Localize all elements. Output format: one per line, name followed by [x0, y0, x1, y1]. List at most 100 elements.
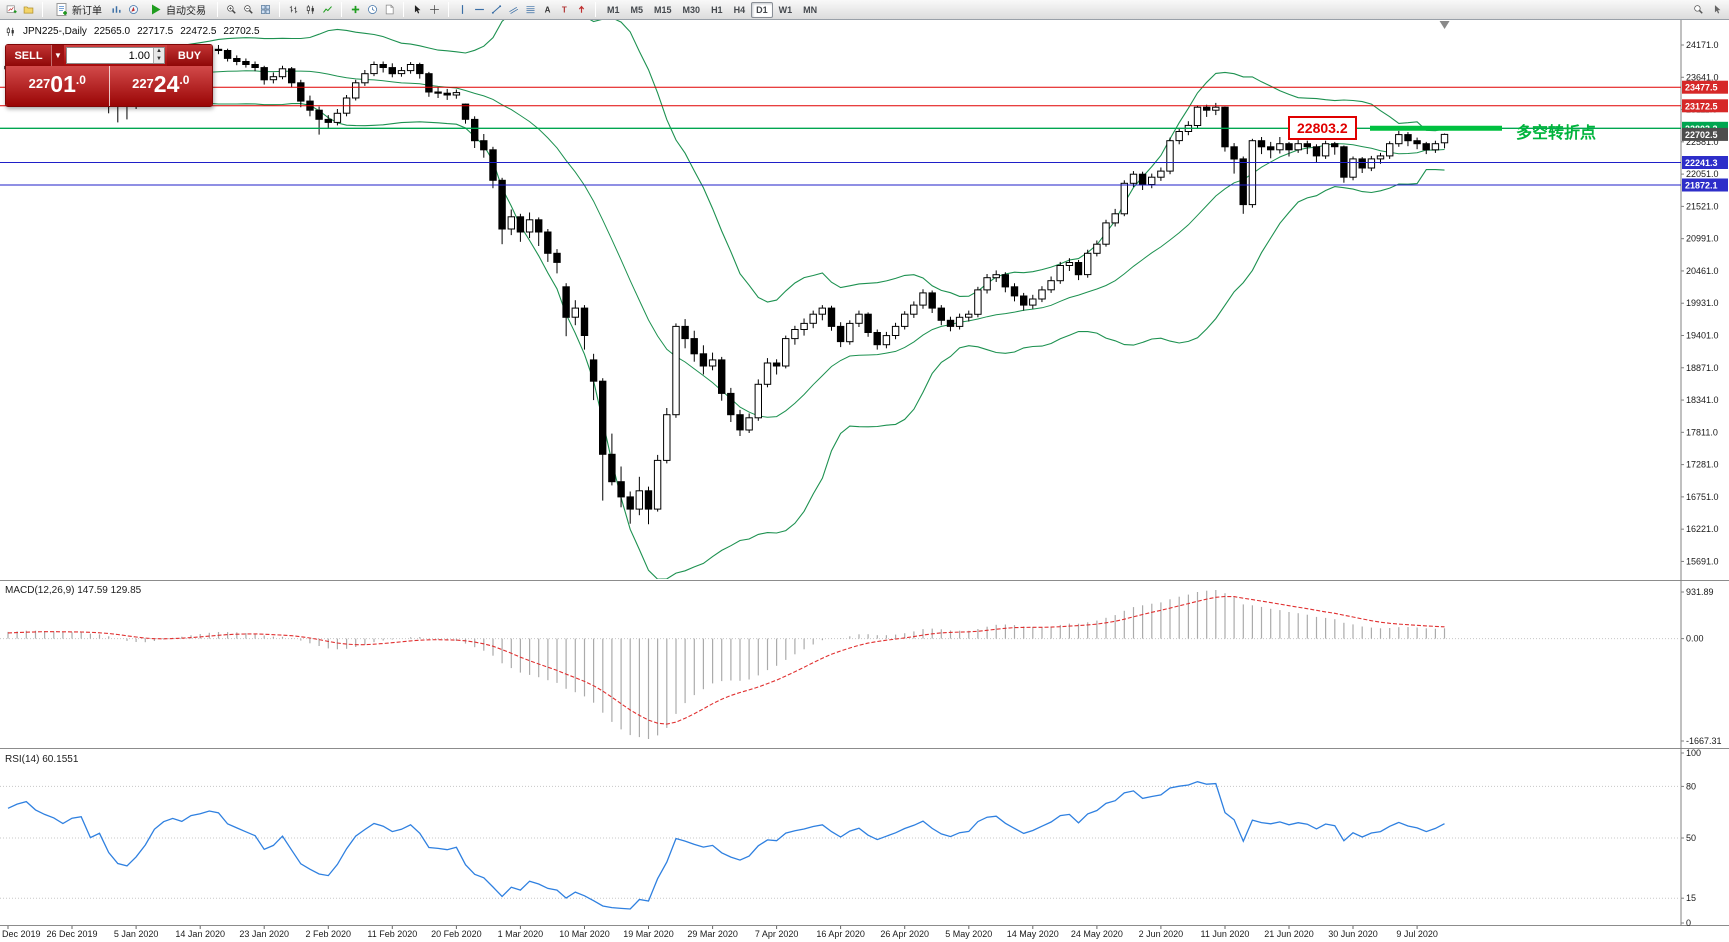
macd-axis-label: -1667.31 — [1686, 736, 1722, 746]
timeframe-MN[interactable]: MN — [803, 4, 818, 15]
candle — [1239, 158, 1247, 206]
timeframe-W1[interactable]: W1 — [778, 4, 793, 15]
timeframe-D1[interactable]: D1 — [751, 1, 773, 18]
low-value: 22472.5 — [180, 26, 217, 37]
zoom-in-icon[interactable] — [224, 2, 239, 17]
rsi-indicator-label: RSI(14) 60.1551 — [5, 754, 79, 765]
turning-point-text[interactable]: 多空转折点 — [1516, 125, 1597, 142]
candle — [1312, 146, 1321, 157]
candle — [251, 64, 259, 68]
macd-signal-line — [7, 595, 1445, 725]
timeframe-M5[interactable]: M5 — [630, 4, 644, 15]
candle — [1084, 252, 1092, 276]
chart-ohlc-title: JPN225-,Daily 22565.0 22717.5 22472.5 22… — [5, 26, 260, 37]
new-chart-icon[interactable] — [4, 2, 19, 17]
zoom-out-icon[interactable] — [241, 2, 256, 17]
bollinger-lower-band — [7, 80, 1445, 579]
candle — [690, 338, 698, 355]
candle — [1358, 158, 1366, 169]
candle — [910, 304, 918, 315]
timeframe-M1[interactable]: M1 — [607, 4, 620, 15]
line-chart-icon[interactable] — [320, 2, 335, 17]
candle — [489, 149, 497, 181]
candle — [791, 329, 799, 340]
candle — [480, 140, 488, 151]
candle — [1138, 173, 1147, 186]
channel-icon[interactable] — [506, 2, 521, 17]
templates-icon[interactable] — [382, 2, 397, 17]
candle — [1349, 158, 1357, 178]
date-label: Dec 2019 — [2, 929, 41, 939]
candle — [946, 319, 955, 327]
cursor-icon[interactable] — [410, 2, 425, 17]
candle — [297, 82, 305, 102]
candle — [425, 73, 433, 93]
candle — [471, 118, 479, 142]
date-label: 24 May 2020 — [1071, 929, 1123, 939]
market-watch-icon[interactable] — [109, 2, 124, 17]
candlestick-chart-icon[interactable] — [303, 2, 318, 17]
candle — [1431, 143, 1440, 151]
macd-indicator-label: MACD(12,26,9) 147.59 129.85 — [5, 585, 142, 596]
price-axis-label: 19401.0 — [1686, 331, 1719, 341]
indicators-icon[interactable] — [348, 2, 363, 17]
date-label: 29 Mar 2020 — [687, 929, 738, 939]
horizontal-line-icon[interactable] — [472, 2, 487, 17]
candle — [242, 61, 250, 65]
volume-field[interactable]: 1.00 ▲ ▼ — [66, 47, 165, 64]
vertical-line-icon[interactable] — [455, 2, 470, 17]
sell-price[interactable]: 227 01.0 — [28, 71, 86, 97]
candle — [1175, 131, 1183, 142]
toolbar-separator — [403, 2, 404, 17]
candle — [498, 179, 506, 230]
candle — [827, 307, 836, 327]
candle — [974, 289, 982, 315]
sell-button[interactable]: SELL — [6, 45, 51, 66]
bollinger-middle-band — [7, 69, 1445, 418]
candle — [1367, 158, 1376, 169]
candle — [1102, 222, 1110, 245]
timeframe-H1[interactable]: H1 — [711, 4, 723, 15]
timeframe-H4[interactable]: H4 — [733, 4, 746, 15]
buy-price[interactable]: 227 24.0 — [108, 66, 213, 106]
bar-chart-icon[interactable] — [286, 2, 301, 17]
trendline-icon[interactable] — [489, 2, 504, 17]
text-icon[interactable]: A — [540, 2, 555, 17]
date-axis[interactable]: Dec 2019 26 Dec 2019 5 Jan 2020 14 Jan 2020… — [2, 926, 1438, 939]
tile-windows-icon[interactable] — [258, 2, 273, 17]
profiles-icon[interactable] — [21, 2, 36, 17]
candle — [736, 414, 744, 431]
chart-shift-marker[interactable] — [1439, 21, 1450, 29]
crosshair-icon[interactable] — [427, 2, 442, 17]
fibonacci-icon[interactable] — [523, 2, 538, 17]
autotrade-icon — [152, 4, 161, 15]
volume-preset-dropdown[interactable]: ▼ — [51, 45, 64, 66]
pointer-icon[interactable] — [1710, 2, 1725, 17]
volume-up-button[interactable]: ▲ — [154, 48, 164, 56]
volume-input[interactable]: 1.00 — [128, 49, 150, 62]
autotrade-button[interactable]: 自动交易 — [143, 0, 211, 19]
date-label: 30 Jun 2020 — [1328, 929, 1378, 939]
periods-icon[interactable] — [365, 2, 380, 17]
toolbar: 新订单 自动交易 A T M1 M5 M15 M30 H1 H4 D1 W1 MN — [0, 0, 1729, 20]
navigator-icon[interactable] — [126, 2, 141, 17]
candle — [983, 277, 991, 291]
price-annotation-box[interactable]: 22803.2 — [1288, 116, 1357, 140]
search-icon[interactable] — [1691, 2, 1706, 17]
label-icon[interactable]: T — [557, 2, 572, 17]
candle — [361, 73, 369, 84]
candle — [333, 112, 342, 123]
candle — [754, 383, 762, 419]
volume-down-button[interactable]: ▼ — [154, 55, 164, 63]
timeframe-M30[interactable]: M30 — [682, 4, 701, 15]
new-order-button[interactable]: 新订单 — [49, 0, 107, 19]
timeframe-M15[interactable]: M15 — [654, 4, 672, 15]
candle — [571, 307, 579, 318]
arrows-icon[interactable] — [574, 2, 589, 17]
candle — [1056, 265, 1064, 282]
buy-button[interactable]: BUY — [167, 45, 212, 66]
candle — [1422, 143, 1430, 151]
price-axis[interactable]: 24171.023641.023111.022581.022051.021521… — [1681, 40, 1728, 566]
candle — [416, 64, 424, 75]
